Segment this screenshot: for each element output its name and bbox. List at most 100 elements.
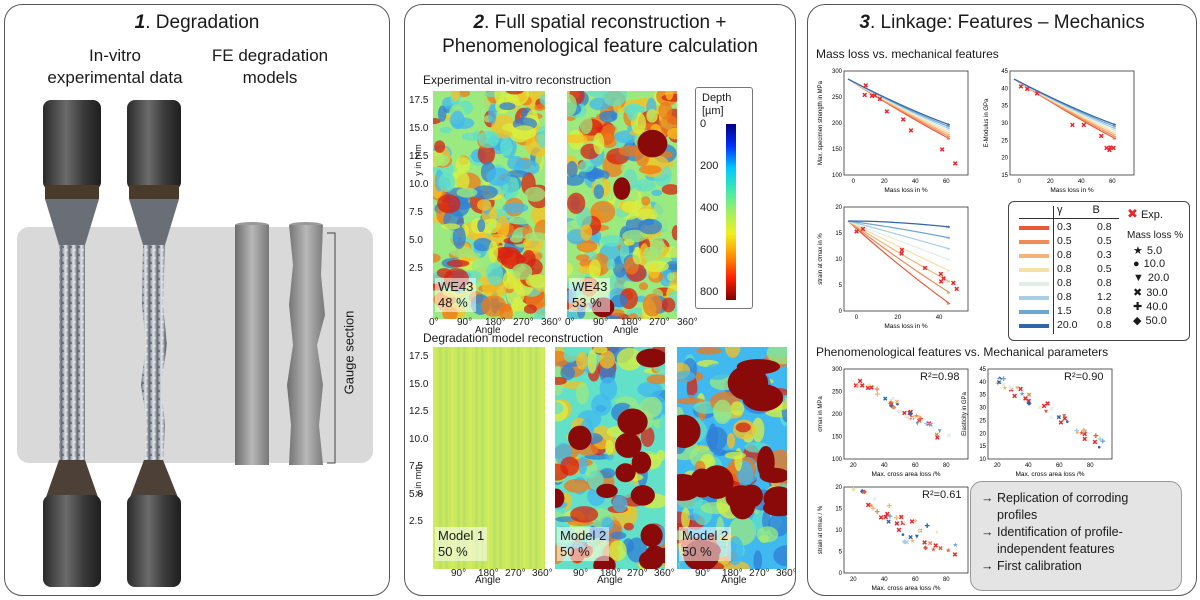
model-point: ✚: [1074, 427, 1080, 435]
fe-model-1: [235, 222, 269, 465]
gauge-section-label-wrap: Gauge section: [339, 311, 359, 395]
colorbar-box: Depth [µm] 0 200 400 600 800: [695, 87, 753, 309]
legend-gamma: 0.8: [1057, 291, 1072, 303]
legend-row: 0.8 1.2: [1019, 291, 1123, 304]
model-point: ●: [917, 414, 921, 421]
exp-point: ✖: [941, 276, 947, 283]
tick-label: 2.5: [409, 516, 423, 527]
exp-heading: Experimental in-vitro reconstruction: [423, 73, 612, 87]
x-tick: 60: [912, 463, 919, 469]
model-marker: ×: [946, 269, 950, 275]
legend-gamma: 0.8: [1057, 277, 1072, 289]
model-point: ●: [856, 383, 860, 390]
model-point: ◆: [904, 413, 910, 420]
y-tick: 35: [1001, 104, 1008, 110]
y-tick: 5: [839, 283, 843, 289]
colorbar-gradient: [726, 124, 736, 300]
legend-gamma-header: γ: [1057, 204, 1063, 216]
model-point: ▼: [914, 533, 920, 540]
model-point: ✖: [934, 432, 940, 439]
tick-label: 360°: [654, 568, 675, 579]
colorbar-tick: 400: [700, 202, 719, 214]
legend-marker-row: ▼ 20.0: [1133, 272, 1169, 284]
x-tick: 80: [1087, 463, 1094, 469]
model-point: ✖: [894, 399, 900, 406]
exp-point: ✖: [868, 385, 874, 392]
exp-point: ✖: [922, 540, 928, 547]
exp-point: ✖: [1107, 145, 1113, 152]
exp-point: ✖: [1098, 133, 1104, 140]
model-point: ✚: [995, 379, 1001, 387]
legend-swatch: [1019, 282, 1049, 286]
legend-row: 20.0 0.8: [1019, 319, 1123, 332]
tick-label: 270°: [505, 568, 526, 579]
model-point: ▼: [912, 414, 918, 421]
angle-label: Angle: [721, 575, 747, 586]
model-point: ◆: [860, 488, 866, 495]
legend-marker-icon: ★: [1133, 245, 1143, 257]
tick-label: 90°: [593, 317, 609, 328]
exp-point: ✖: [922, 266, 928, 273]
y-tick: 30: [979, 406, 986, 412]
model-point: ◆: [851, 486, 857, 493]
fit-curve: [847, 220, 951, 272]
legend-marker-row: ◆ 50.0: [1133, 314, 1167, 327]
exp-point: ✖: [908, 409, 914, 416]
model-marker: ×: [946, 135, 950, 141]
conclusion-1b: profiles: [997, 508, 1038, 522]
model-marker: ×: [1112, 133, 1116, 139]
tick-label: 360°: [532, 568, 553, 579]
model-point: ✚: [875, 391, 881, 399]
y-tick: 40: [1001, 86, 1008, 92]
tick-label: 15.0: [409, 378, 429, 390]
model-point: ◆: [890, 403, 896, 410]
x-tick: 0: [852, 179, 856, 185]
exp-point: ✖: [900, 520, 906, 527]
legend-marker-icon: ●: [1133, 258, 1140, 270]
model-point: ◆: [888, 400, 894, 407]
y-axis-label: strain at σmax / %: [818, 505, 824, 554]
model-point: ★: [910, 537, 916, 545]
x-tick: 40: [881, 577, 888, 583]
tick-label: 0°: [565, 317, 575, 328]
tick-label: 10.0: [409, 433, 429, 445]
model-point: ★: [931, 546, 937, 554]
model-marker: ×: [946, 123, 950, 129]
model-point: ✖: [927, 540, 933, 547]
y-tick: 100: [832, 457, 843, 463]
tick-label: 7.5: [409, 207, 423, 218]
heatmap-model-2b: [677, 347, 787, 569]
model-point: ◆: [862, 489, 868, 496]
panel-3-title: 3. Linkage: Features – Mechanics: [859, 12, 1145, 33]
model-point: ★: [872, 495, 878, 503]
y-tick: 10: [835, 528, 842, 534]
model-point: ✚: [887, 502, 893, 510]
tick-label: 90°: [451, 568, 467, 579]
model-point: ✖: [928, 422, 934, 429]
exp-point: ✖: [902, 410, 908, 417]
map-label-1: WE43 48 %: [435, 278, 477, 312]
x-axis-label: Mass loss in %: [884, 187, 928, 194]
model-marker: ×: [1112, 131, 1116, 137]
panel-reconstruction: 2. Full spatial reconstruction + Phenome…: [404, 4, 796, 596]
y-tick: 40: [979, 380, 986, 386]
x-tick: 40: [936, 315, 943, 321]
legend-beta: 1.2: [1097, 291, 1112, 303]
model-marker: ×: [946, 133, 950, 139]
conclusion-2: → Identification of profile-: [981, 525, 1123, 539]
model-marker: ×: [946, 291, 950, 297]
legend-box: γ B 0.3 0.8 0.5 0.5 0.8 0.3 0.8 0.5 0.8 0.8 0.8 1.2 1.…: [1008, 201, 1190, 341]
tick-label: 180°: [478, 568, 499, 579]
exp-point: ✖: [865, 386, 871, 393]
model-point: ✖: [886, 519, 892, 526]
exp-point: ✖: [1058, 420, 1064, 427]
legend-marker-icon: ▼: [1133, 272, 1144, 284]
exp-point: ✖: [1034, 91, 1040, 98]
tick-label: 180°: [600, 568, 621, 579]
exp-point: ✖: [860, 227, 866, 234]
exp-point: ✖: [1092, 440, 1098, 447]
y-tick: 15: [835, 507, 842, 513]
legend-beta: 0.8: [1097, 319, 1112, 331]
